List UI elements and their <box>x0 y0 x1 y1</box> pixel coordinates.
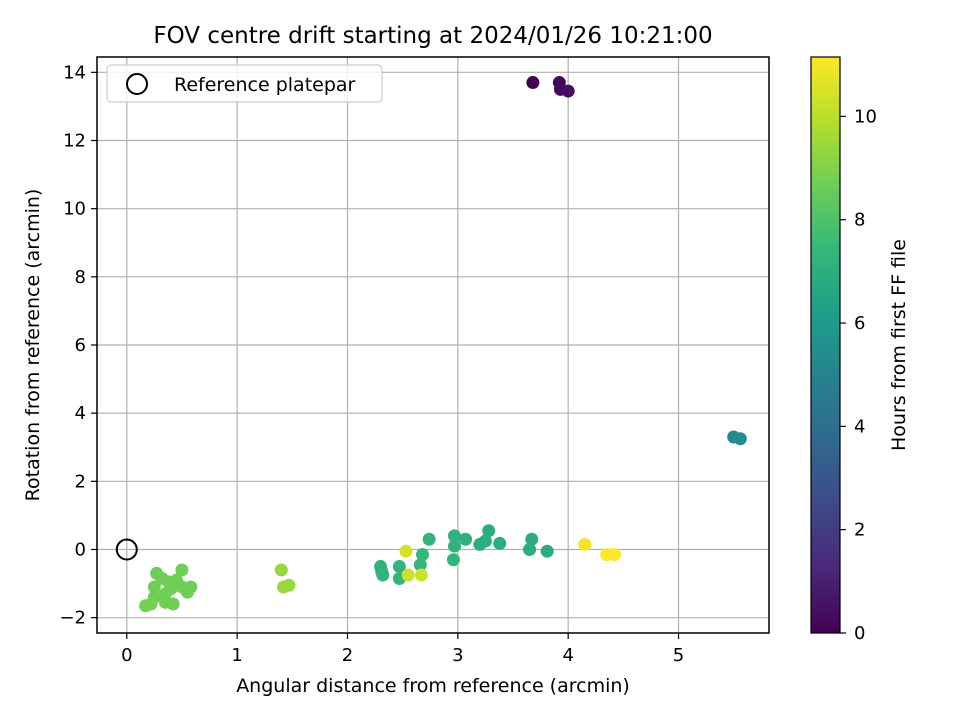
data-point <box>392 560 406 574</box>
colorbar-frame <box>810 56 841 634</box>
data-point <box>459 532 473 546</box>
data-point <box>482 524 496 538</box>
y-tick-label: 14 <box>63 62 86 83</box>
x-tick-label: 3 <box>452 645 463 666</box>
colorbar-tick-label: 8 <box>854 210 865 231</box>
data-point <box>478 534 492 548</box>
x-axis-label: Angular distance from reference (arcmin) <box>236 675 630 697</box>
data-point <box>608 548 622 562</box>
data-point <box>414 568 428 582</box>
colorbar-tick-label: 0 <box>854 623 865 644</box>
data-point <box>175 563 189 577</box>
colorbar-tick-label: 2 <box>854 520 865 541</box>
reference-platepar-marker <box>115 538 138 561</box>
x-axis-ticks: 0 1 2 3 4 5 <box>121 633 684 666</box>
colorbar-tick-label: 4 <box>854 416 865 437</box>
y-tick-label: 2 <box>75 471 86 492</box>
y-axis-label: Rotation from reference (arcmin) <box>22 189 44 502</box>
y-tick-label: 6 <box>75 335 86 356</box>
x-tick-label: 2 <box>342 645 353 666</box>
x-tick-label: 5 <box>673 645 684 666</box>
y-tick-label: 4 <box>75 403 86 424</box>
data-point <box>180 585 194 599</box>
y-tick-label: 8 <box>75 267 86 288</box>
x-tick-label: 4 <box>562 645 573 666</box>
data-point <box>540 544 554 558</box>
data-point <box>413 558 427 572</box>
data-point <box>282 578 296 592</box>
data-point <box>448 529 462 543</box>
plot-area <box>96 56 770 634</box>
y-axis-ticks: −2 0 2 4 6 8 10 12 14 <box>59 62 97 629</box>
data-point <box>578 537 592 551</box>
data-point <box>416 548 430 562</box>
data-point <box>525 532 539 546</box>
data-point <box>422 532 436 546</box>
colorbar-tick-label: 10 <box>854 106 877 127</box>
grid-lines <box>97 57 769 633</box>
data-point <box>147 580 161 594</box>
legend-box <box>106 64 383 103</box>
y-tick-label: 12 <box>63 131 86 152</box>
data-points <box>139 76 747 613</box>
legend-label: Reference platepar <box>174 74 356 96</box>
colorbar-gradient <box>811 57 840 633</box>
data-point <box>526 76 540 90</box>
data-point <box>493 536 507 550</box>
x-tick-label: 0 <box>121 645 132 666</box>
data-point <box>446 553 460 567</box>
data-point <box>399 544 413 558</box>
colorbar-ticks: 0 2 4 6 8 10 <box>840 106 877 644</box>
data-point <box>523 542 537 556</box>
y-tick-label: 10 <box>63 199 86 220</box>
data-point <box>733 432 747 446</box>
data-point <box>166 597 180 611</box>
data-point <box>139 599 153 613</box>
data-point <box>448 539 462 553</box>
data-point <box>561 84 575 98</box>
data-point <box>401 568 415 582</box>
x-tick-label: 1 <box>231 645 242 666</box>
y-tick-label: −2 <box>59 608 86 629</box>
chart-title: FOV centre drift starting at 2024/01/26 … <box>153 23 712 49</box>
data-point <box>376 568 390 582</box>
y-tick-label: 0 <box>75 539 86 560</box>
colorbar-label: Hours from first FF file <box>888 239 910 451</box>
legend-marker <box>126 73 148 95</box>
data-point <box>274 563 288 577</box>
colorbar-tick-label: 6 <box>854 313 865 334</box>
colorbar: 0 2 4 6 8 10 Hours from first FF file <box>810 56 910 644</box>
legend: Reference platepar <box>106 64 383 103</box>
